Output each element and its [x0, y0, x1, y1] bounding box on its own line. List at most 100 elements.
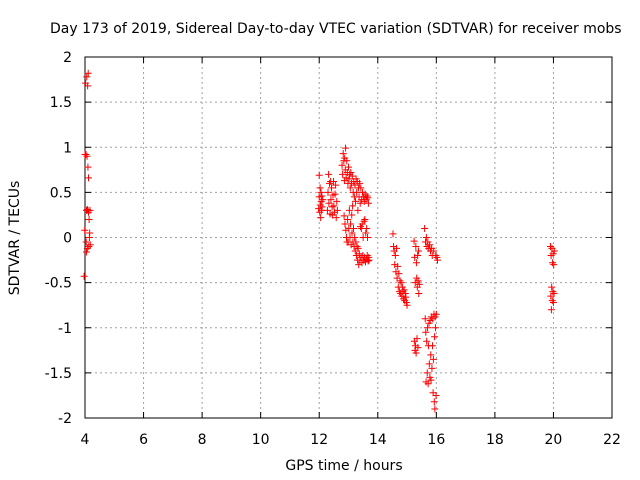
data-point [550, 261, 558, 269]
data-point [338, 161, 346, 169]
data-point [339, 170, 347, 178]
x-tick-label: 16 [427, 432, 445, 448]
data-point [85, 243, 93, 251]
data-point [391, 261, 399, 269]
data-point [328, 184, 336, 192]
y-tick-label: -0.5 [45, 276, 72, 292]
y-tick-label: 1 [63, 140, 72, 156]
data-point [550, 247, 558, 255]
data-point [427, 376, 435, 384]
data-point [422, 234, 430, 241]
data-point [431, 405, 439, 413]
data-point [351, 234, 359, 241]
data-point [364, 257, 372, 265]
data-point [429, 342, 437, 350]
y-tick-label: 2 [63, 50, 72, 66]
data-point [353, 243, 361, 251]
data-point [342, 144, 350, 152]
data-point [410, 237, 418, 245]
data-point [345, 163, 352, 171]
data-point [82, 238, 90, 246]
data-point [413, 335, 421, 343]
data-point [415, 289, 423, 297]
data-point [318, 192, 326, 200]
data-point [362, 229, 370, 237]
data-point [346, 184, 354, 192]
data-point [365, 256, 373, 264]
data-point [391, 252, 399, 260]
data-point [348, 229, 356, 237]
data-point [414, 344, 422, 352]
data-point [354, 206, 362, 214]
data-point [422, 328, 430, 336]
data-point [424, 324, 432, 332]
data-point [355, 250, 363, 258]
data-point [394, 262, 402, 270]
data-point [83, 73, 91, 81]
data-point [412, 243, 420, 251]
data-point [85, 215, 93, 223]
chart-title: Day 173 of 2019, Sidereal Day-to-day VTE… [50, 21, 622, 37]
data-point [330, 208, 338, 216]
data-point [548, 283, 556, 291]
data-point [423, 337, 431, 345]
data-point [318, 203, 326, 211]
data-point [411, 279, 419, 287]
data-point [325, 170, 333, 178]
data-point [364, 199, 372, 207]
data-point [361, 215, 369, 223]
data-point [327, 196, 335, 204]
data-point [83, 244, 91, 252]
data-point [86, 206, 94, 214]
x-tick-label: 6 [139, 432, 148, 448]
data-point [414, 252, 422, 260]
data-point [389, 230, 397, 238]
data-point [352, 252, 360, 260]
x-tick-label: 10 [252, 432, 270, 448]
data-point [82, 248, 90, 256]
data-point [354, 244, 362, 252]
x-tick-label: 12 [310, 432, 328, 448]
data-point [363, 252, 371, 260]
data-point [328, 203, 336, 211]
grid-lines [85, 57, 612, 418]
data-point [348, 211, 356, 219]
data-point [84, 69, 92, 77]
data-point [395, 270, 403, 278]
data-point [390, 243, 398, 251]
x-tick-label: 4 [81, 432, 90, 448]
data-point [356, 199, 364, 207]
data-point [414, 277, 422, 285]
data-point [363, 224, 371, 232]
data-point [429, 355, 437, 363]
data-point [349, 224, 357, 232]
data-point [421, 224, 429, 232]
data-point [340, 212, 348, 220]
data-point [333, 197, 341, 205]
data-point [401, 289, 409, 297]
x-tick-label: 22 [603, 432, 621, 448]
data-point [432, 391, 440, 399]
data-point [432, 252, 440, 260]
data-point [81, 226, 89, 234]
data-point [549, 259, 557, 267]
data-point [357, 184, 365, 192]
data-point [344, 215, 352, 223]
data-point [332, 214, 340, 222]
data-point [423, 369, 431, 377]
y-tick-labels: -2 -1.5 -1 -0.5 0 0.5 1 1.5 2 [45, 50, 72, 427]
data-point [339, 150, 347, 158]
data-point [85, 208, 93, 216]
data-point [345, 206, 353, 214]
data-point [428, 364, 436, 372]
data-point [396, 277, 404, 285]
data-points [80, 69, 558, 413]
data-point [392, 268, 400, 276]
data-point [352, 197, 360, 205]
data-point [84, 163, 92, 171]
data-point [315, 205, 323, 213]
x-tick-label: 8 [198, 432, 207, 448]
data-point [80, 272, 88, 280]
data-point [330, 178, 338, 186]
data-point [333, 206, 341, 214]
